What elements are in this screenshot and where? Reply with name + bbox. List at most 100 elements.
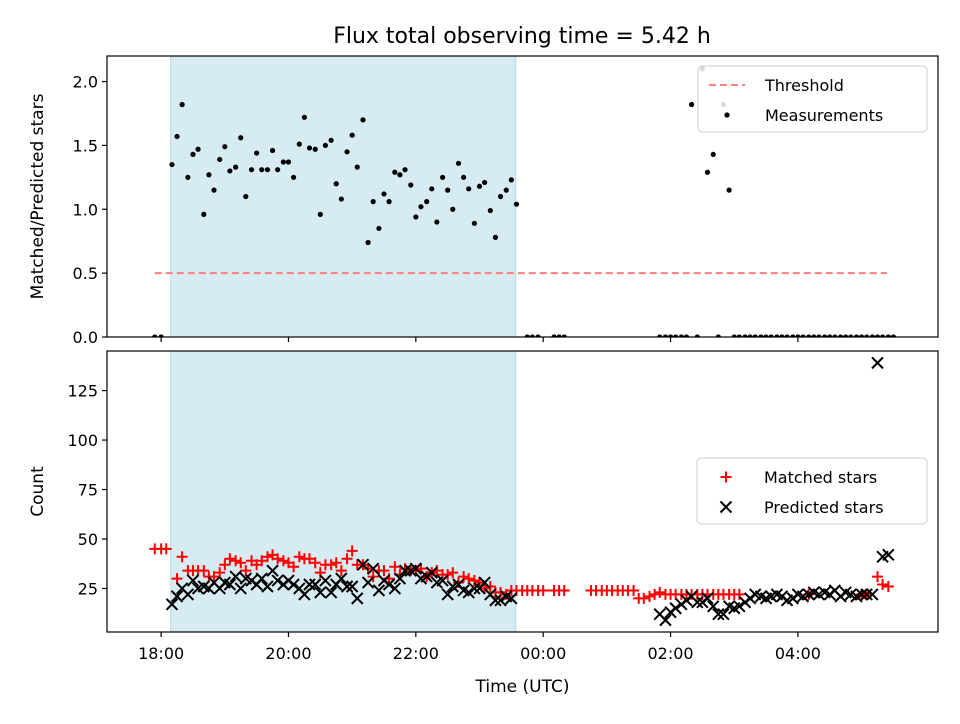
data-point <box>654 586 666 598</box>
data-point <box>447 567 459 579</box>
data-point <box>388 582 402 595</box>
data-point <box>479 582 491 594</box>
data-point <box>272 553 284 565</box>
data-point <box>171 573 183 585</box>
data-point <box>261 551 273 563</box>
y-tick-label: 2.0 <box>73 73 98 92</box>
data-point <box>174 133 180 140</box>
data-point <box>806 334 812 337</box>
data-point <box>372 584 386 597</box>
data-point <box>341 553 353 565</box>
data-point <box>742 334 748 337</box>
data-point <box>494 594 507 607</box>
series-predicted-stars <box>165 356 895 627</box>
data-point <box>370 199 376 205</box>
data-point <box>222 144 228 150</box>
x-tick-label: 20:00 <box>265 644 311 663</box>
data-point <box>466 186 472 192</box>
data-point <box>186 574 200 587</box>
data-point <box>662 334 669 337</box>
data-point <box>206 172 212 178</box>
data-point <box>261 580 274 593</box>
data-point <box>376 225 382 232</box>
data-point <box>827 334 833 337</box>
data-point <box>704 169 711 175</box>
data-point <box>667 334 674 337</box>
legend-box <box>697 65 928 133</box>
data-point <box>238 135 244 141</box>
data-point <box>382 578 396 591</box>
x-tick-label: 04:00 <box>775 644 821 663</box>
data-point <box>763 334 769 337</box>
data-point <box>230 555 242 567</box>
data-point <box>296 141 302 147</box>
data-point <box>176 551 188 563</box>
data-point <box>346 545 358 557</box>
data-point <box>717 607 730 621</box>
data-point <box>229 570 242 583</box>
data-point <box>234 582 247 595</box>
data-point <box>468 582 481 595</box>
data-point <box>816 334 822 337</box>
data-point <box>398 564 412 577</box>
data-point <box>535 334 541 337</box>
data-point <box>351 592 364 605</box>
data-point <box>474 577 486 589</box>
data-point <box>832 334 838 337</box>
data-point <box>790 334 796 337</box>
data-point <box>259 167 265 173</box>
data-point <box>349 132 355 138</box>
data-point <box>170 590 184 603</box>
data-point <box>497 193 504 200</box>
data-point <box>195 146 201 152</box>
data-point <box>885 334 891 337</box>
data-point <box>462 586 475 599</box>
x-tick-label: 18:00 <box>138 644 184 663</box>
top-legend: Threshold Measurements <box>697 65 928 133</box>
data-point <box>561 334 567 337</box>
data-point <box>240 565 252 577</box>
data-point <box>837 334 844 337</box>
data-point <box>335 565 347 577</box>
x-axis-label: Time (UTC) <box>475 677 570 697</box>
data-point <box>285 159 292 165</box>
data-point <box>492 234 499 240</box>
data-point <box>378 565 390 577</box>
data-point <box>356 558 370 571</box>
data-point <box>269 147 276 154</box>
data-point <box>361 576 375 589</box>
data-point <box>644 590 656 602</box>
data-point <box>768 334 774 337</box>
data-point <box>169 161 175 168</box>
data-point <box>869 334 876 337</box>
data-point <box>460 174 467 180</box>
data-point <box>508 177 514 183</box>
data-point <box>325 559 337 571</box>
data-point <box>871 356 884 370</box>
data-point <box>673 334 679 337</box>
data-point <box>280 159 286 165</box>
data-point <box>537 584 549 596</box>
data-point <box>877 579 889 591</box>
data-point <box>293 551 305 563</box>
data-point <box>354 164 360 170</box>
data-point <box>214 567 226 579</box>
bottom-panel: 25 50 75 100 125 18:00 20:00 22:00 00:00 02:00 04:… <box>28 350 939 697</box>
data-point <box>392 169 398 175</box>
data-point <box>402 167 408 173</box>
y-axis-label: Count <box>28 466 48 517</box>
data-point <box>413 214 419 220</box>
data-point <box>335 572 348 585</box>
y-tick-label: 0.0 <box>73 328 98 347</box>
data-point <box>255 572 268 585</box>
data-point <box>848 334 854 337</box>
legend-label: Measurements <box>765 106 883 125</box>
data-point <box>333 181 339 187</box>
data-point <box>365 239 371 246</box>
data-point <box>795 334 801 337</box>
data-point <box>683 334 690 337</box>
data-point <box>455 160 462 166</box>
data-point <box>669 602 682 615</box>
data-point <box>860 588 873 601</box>
data-point <box>360 117 366 123</box>
